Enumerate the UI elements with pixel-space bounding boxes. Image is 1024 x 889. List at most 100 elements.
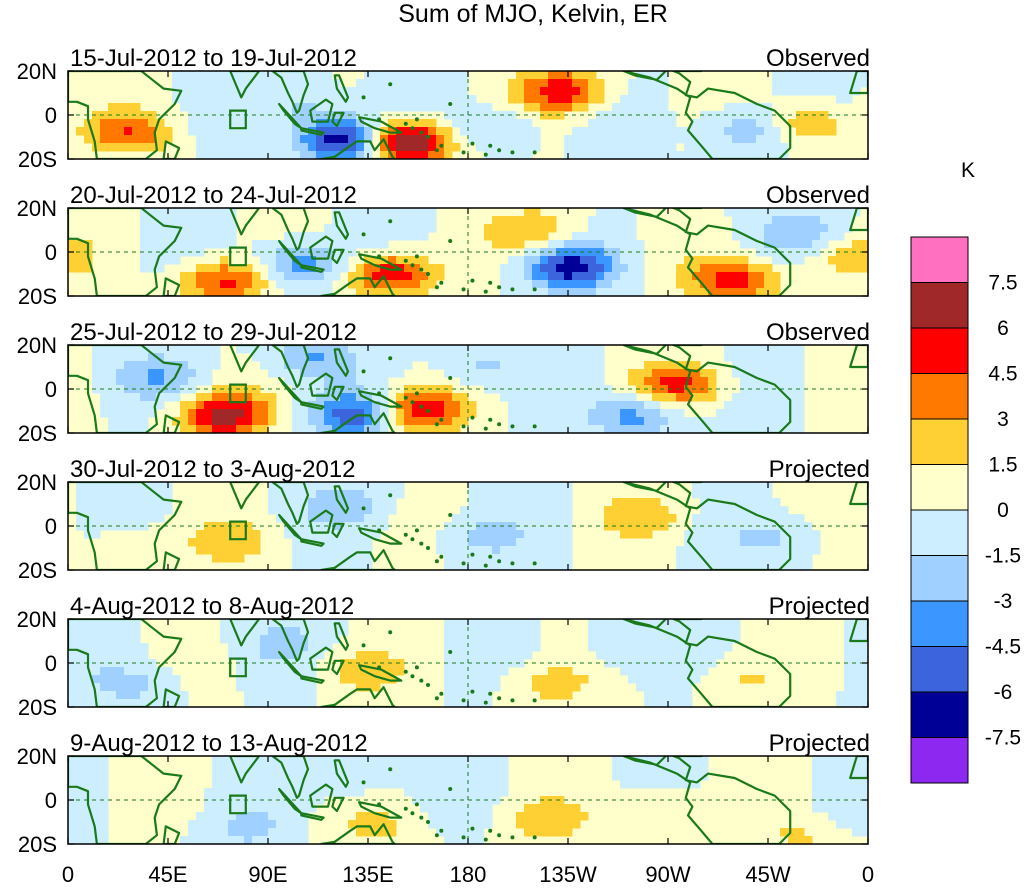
field-cell bbox=[188, 71, 197, 80]
field-cell bbox=[564, 804, 573, 813]
field-cell bbox=[516, 546, 525, 555]
field-cell bbox=[508, 651, 517, 660]
island bbox=[388, 630, 393, 635]
field-cell bbox=[76, 788, 85, 797]
field-cell bbox=[540, 530, 549, 539]
colorbar-units: K bbox=[961, 159, 975, 182]
field-cell bbox=[740, 280, 749, 289]
field-cell bbox=[348, 135, 357, 144]
field-cell bbox=[476, 111, 485, 120]
field-cell bbox=[356, 546, 365, 555]
field-cell bbox=[316, 71, 325, 80]
field-cell bbox=[412, 288, 421, 296]
field-cell bbox=[812, 240, 821, 249]
field-cell bbox=[572, 288, 581, 296]
field-cell bbox=[100, 385, 109, 394]
field-cell bbox=[788, 401, 797, 410]
field-cell bbox=[156, 345, 165, 354]
field-cell bbox=[628, 288, 637, 296]
field-cell bbox=[836, 224, 845, 233]
field-cell bbox=[668, 425, 677, 433]
field-cell bbox=[660, 522, 669, 531]
field-cell bbox=[604, 514, 613, 523]
field-cell bbox=[268, 119, 277, 128]
field-cell bbox=[380, 208, 389, 217]
field-cell bbox=[308, 546, 317, 555]
field-cell bbox=[604, 143, 613, 152]
field-cell bbox=[116, 417, 125, 426]
field-cell bbox=[292, 369, 301, 378]
field-cell bbox=[732, 224, 741, 233]
field-cell bbox=[332, 522, 341, 531]
field-cell bbox=[196, 417, 205, 426]
field-cell bbox=[548, 490, 557, 499]
field-cell bbox=[68, 691, 77, 700]
field-cell bbox=[660, 417, 669, 426]
island bbox=[388, 356, 393, 361]
field-cell bbox=[316, 772, 325, 781]
field-cell bbox=[468, 691, 477, 700]
field-cell bbox=[180, 401, 189, 410]
field-cell bbox=[492, 796, 501, 805]
field-cell bbox=[836, 796, 845, 805]
field-cell bbox=[788, 514, 797, 523]
field-cell bbox=[452, 425, 461, 433]
panel-date-range: 20-Jul-2012 to 24-Jul-2012 bbox=[70, 182, 357, 209]
field-cell bbox=[372, 772, 381, 781]
field-cell bbox=[844, 216, 853, 225]
field-cell bbox=[516, 369, 525, 378]
field-cell bbox=[284, 651, 293, 660]
field-cell bbox=[140, 385, 149, 394]
island bbox=[426, 135, 430, 139]
field-cell bbox=[580, 143, 589, 152]
field-cell bbox=[356, 353, 365, 362]
field-cell bbox=[676, 627, 685, 636]
field-cell bbox=[132, 385, 141, 394]
field-cell bbox=[708, 506, 717, 515]
field-cell bbox=[716, 554, 725, 563]
field-cell bbox=[524, 635, 533, 644]
field-cell bbox=[380, 224, 389, 233]
field-cell bbox=[308, 345, 317, 354]
field-cell bbox=[68, 836, 77, 844]
field-cell bbox=[580, 353, 589, 362]
field-cell bbox=[196, 361, 205, 370]
field-cell bbox=[516, 151, 525, 159]
field-cell bbox=[276, 151, 285, 159]
field-cell bbox=[676, 135, 685, 144]
field-cell bbox=[772, 216, 781, 225]
field-cell bbox=[644, 87, 653, 96]
field-cell bbox=[596, 619, 605, 628]
field-cell bbox=[276, 828, 285, 837]
field-cell bbox=[556, 530, 565, 539]
field-cell bbox=[588, 127, 597, 136]
field-cell bbox=[396, 71, 405, 80]
field-cell bbox=[300, 546, 309, 555]
field-cell bbox=[844, 643, 853, 652]
field-cell bbox=[332, 530, 341, 539]
field-cell bbox=[612, 764, 621, 773]
field-cell bbox=[116, 514, 125, 523]
field-cell bbox=[468, 643, 477, 652]
field-cell bbox=[380, 79, 389, 88]
field-cell bbox=[364, 369, 373, 378]
field-cell bbox=[852, 248, 861, 257]
field-cell bbox=[276, 111, 285, 120]
field-cell bbox=[220, 409, 229, 418]
field-cell bbox=[652, 409, 661, 418]
field-cell bbox=[636, 135, 645, 144]
field-cell bbox=[660, 119, 669, 128]
field-cell bbox=[596, 643, 605, 652]
field-cell bbox=[652, 691, 661, 700]
field-cell bbox=[348, 820, 357, 829]
field-cell bbox=[364, 490, 373, 499]
coastline bbox=[278, 513, 303, 541]
field-cell bbox=[436, 780, 445, 789]
field-cell bbox=[252, 79, 261, 88]
island bbox=[410, 674, 415, 679]
field-cell bbox=[292, 79, 301, 88]
field-cell bbox=[132, 691, 141, 700]
field-cell bbox=[468, 345, 477, 354]
field-cell bbox=[844, 699, 853, 707]
field-cell bbox=[268, 79, 277, 88]
